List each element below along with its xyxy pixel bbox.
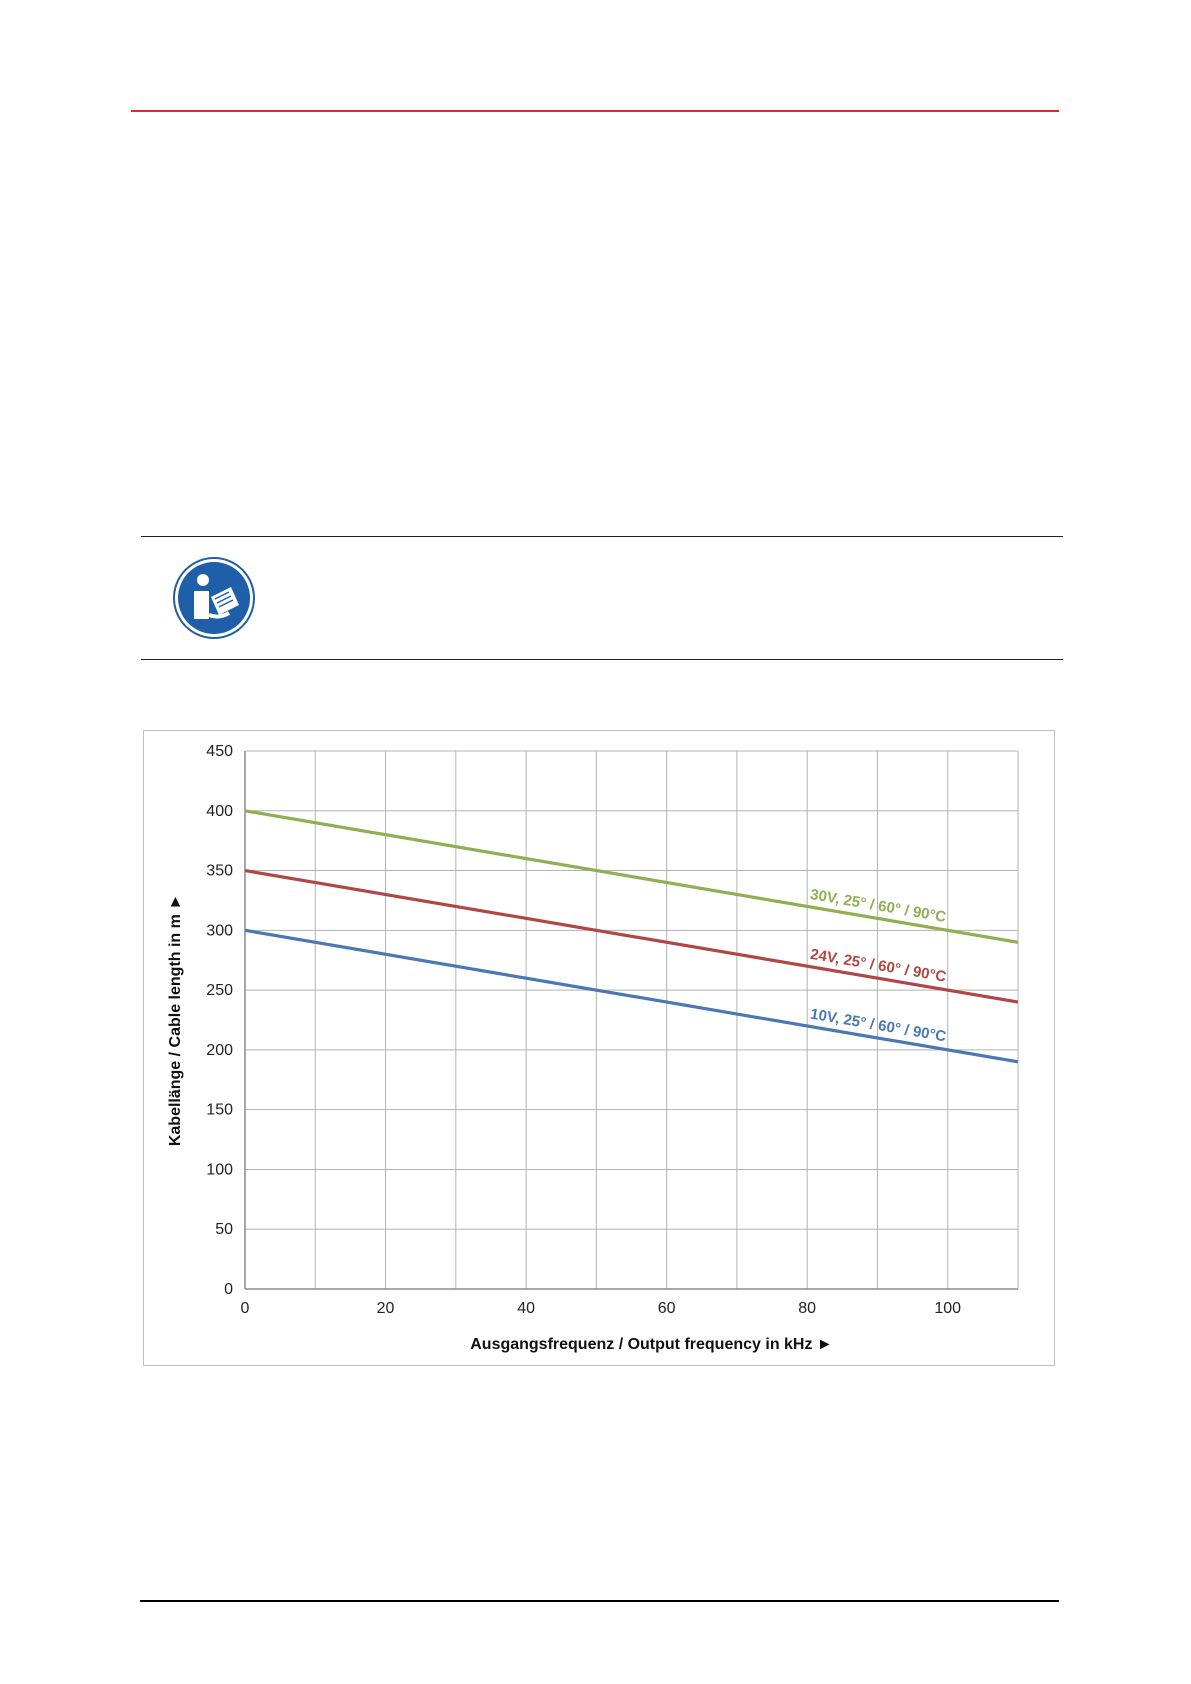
y-tick-label: 0	[224, 1281, 233, 1298]
y-tick-label: 250	[206, 982, 233, 999]
series-line	[244, 928, 1019, 1064]
y-tick-label: 150	[206, 1102, 233, 1119]
chart-frame: 0 50 100 150 200 250 300 350 400 450 0 20 40 60 80 100 3…	[143, 730, 1055, 1366]
y-tick-label: 100	[206, 1161, 233, 1178]
x-axis-title: Ausgangsfrequenz / Output frequency in k…	[470, 1336, 833, 1353]
x-tick-label: 0	[241, 1300, 250, 1317]
x-tick-label: 60	[658, 1300, 676, 1317]
y-tick-label: 300	[206, 922, 233, 939]
y-tick-label: 350	[206, 863, 233, 880]
footer-rule	[140, 1600, 1059, 1602]
series-line	[244, 809, 1019, 944]
y-tick-label: 50	[215, 1221, 233, 1238]
read-manual-icon	[173, 557, 255, 639]
series-line	[244, 868, 1019, 1004]
note-box	[141, 536, 1063, 660]
header-rule	[131, 110, 1059, 112]
y-tick-label: 400	[206, 803, 233, 820]
x-tick-label: 80	[798, 1300, 816, 1317]
y-axis-title: Kabellänge / Cable length in m ►	[167, 894, 184, 1146]
y-tick-label: 450	[206, 743, 233, 760]
x-tick-label: 100	[934, 1300, 961, 1317]
y-tick-label: 200	[206, 1042, 233, 1059]
x-tick-label: 20	[377, 1300, 395, 1317]
x-tick-label: 40	[517, 1300, 535, 1317]
